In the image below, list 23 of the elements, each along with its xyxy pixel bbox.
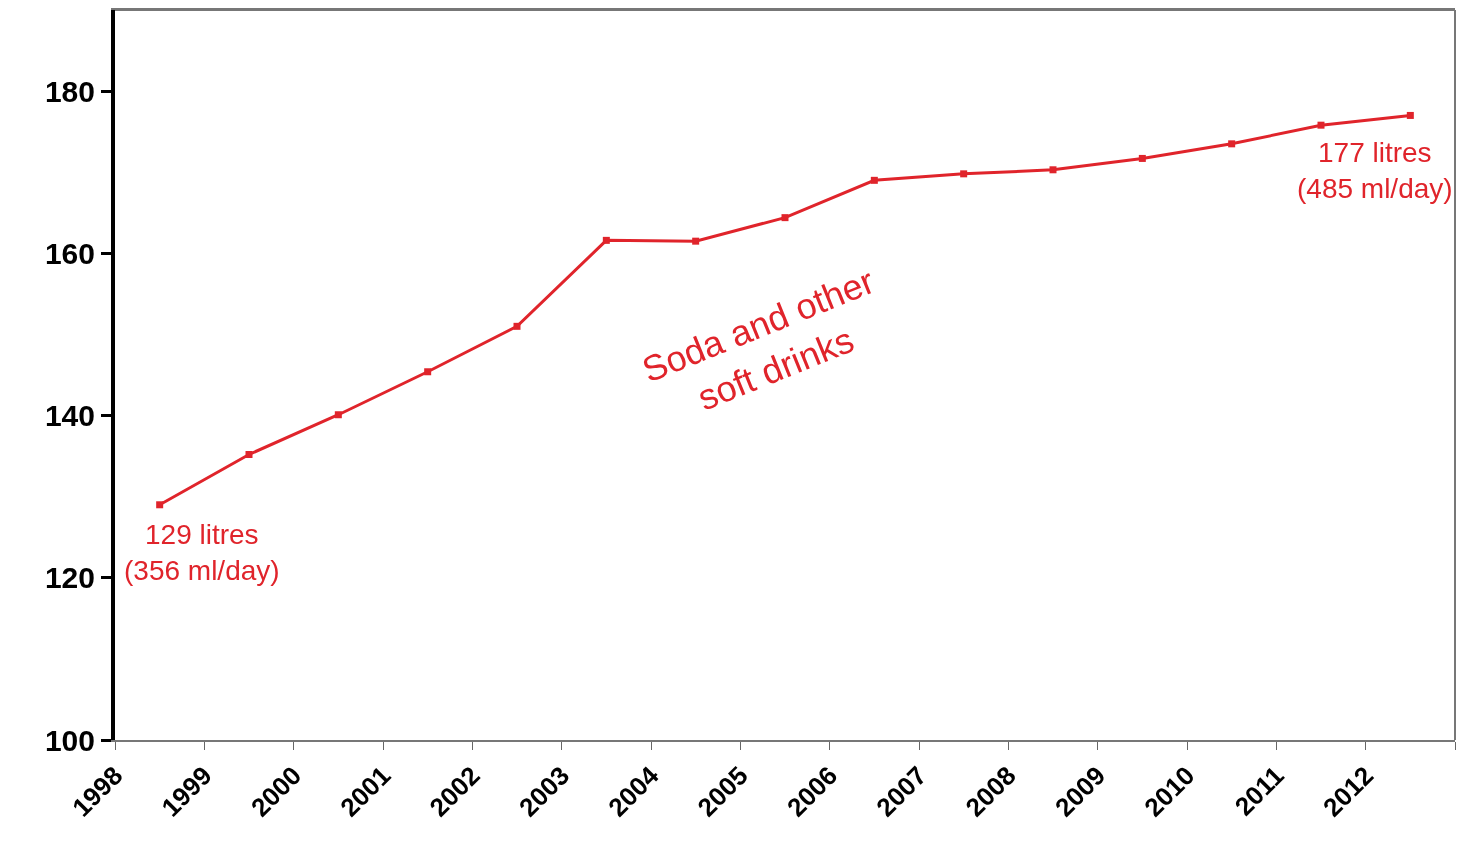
point bbox=[870, 176, 878, 184]
point bbox=[781, 214, 789, 222]
y-tick-label: 120 bbox=[44, 561, 95, 595]
point bbox=[1317, 121, 1325, 129]
y-tick-label: 160 bbox=[44, 236, 95, 270]
point bbox=[513, 322, 521, 330]
annotation: 177 litres (485 ml/day) bbox=[1297, 137, 1453, 205]
point bbox=[1406, 111, 1414, 119]
point bbox=[334, 411, 342, 419]
point bbox=[960, 170, 968, 178]
text: Soda and other soft drinks bbox=[636, 260, 880, 419]
point bbox=[602, 236, 610, 244]
y-tick-label: 140 bbox=[44, 399, 95, 433]
annotation: 129 litres (356 ml/day) bbox=[124, 519, 280, 587]
point bbox=[156, 501, 164, 509]
y-tick-label: 180 bbox=[44, 74, 95, 108]
point bbox=[424, 368, 432, 376]
point bbox=[1049, 166, 1057, 174]
y-tick-label: 100 bbox=[44, 723, 95, 757]
point bbox=[245, 450, 253, 458]
point bbox=[1138, 154, 1146, 162]
point bbox=[692, 237, 700, 245]
point bbox=[1228, 140, 1236, 148]
